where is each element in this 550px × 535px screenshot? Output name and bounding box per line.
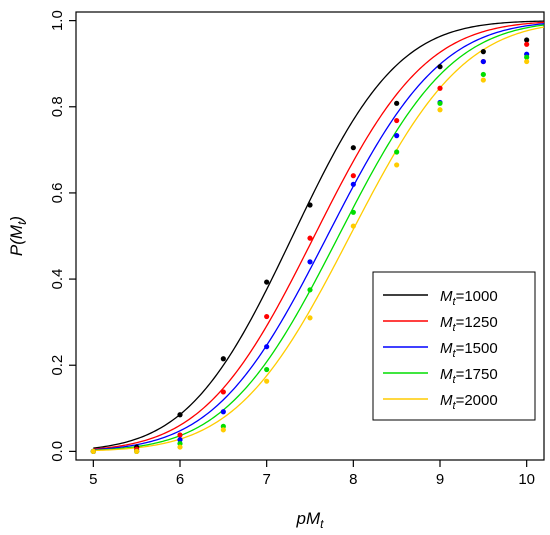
data-point-2000 [90,448,96,454]
data-point-2000 [524,58,530,65]
y-tick-label: 0.4 [49,269,66,290]
data-point-1750 [264,366,270,373]
fit-curve-2000 [93,26,545,452]
y-axis: 0.0 0.2 0.4 0.6 0.8 1.0 [49,10,76,462]
legend-box [372,271,536,421]
svg-text:P(Mt): P(Mt) [7,216,29,256]
data-point-2000 [177,444,183,450]
data-points [90,37,530,454]
data-point-1750 [350,209,356,215]
data-point-1000 [220,356,226,362]
data-point-1250 [350,173,356,179]
data-point-1000 [350,145,356,151]
x-axis: 5 6 7 8 9 10 [89,460,535,488]
data-point-1000 [264,279,270,285]
data-point-2000 [220,427,226,433]
y-tick-label: 0.8 [49,96,66,117]
data-point-1500 [264,344,270,350]
data-point-1250 [220,389,226,395]
data-point-1250 [177,432,183,438]
data-point-2000 [307,315,313,321]
x-tick-label: 5 [89,471,97,488]
legend-label: Mt=1750 [440,366,498,386]
fit-curve-1250 [93,21,545,450]
legend-label: Mt=1000 [440,288,498,308]
fit-curve-1000 [93,20,545,449]
data-point-1500 [220,409,226,415]
fit-curves [93,20,545,452]
x-tick-label: 9 [436,471,444,488]
x-tick-label: 6 [176,471,184,488]
data-point-2000 [264,378,270,384]
data-point-1000 [394,100,400,106]
legend-label: Mt=2000 [440,392,498,412]
data-point-1500 [350,181,356,187]
y-tick-label: 0.2 [49,355,66,376]
data-point-1500 [307,259,313,265]
data-point-1250 [307,235,313,241]
y-tick-label: 1.0 [49,10,66,31]
data-point-2000 [394,162,400,168]
fit-curve-1750 [93,24,545,451]
data-point-1250 [437,85,443,91]
data-point-1000 [524,37,530,43]
data-point-1750 [437,100,443,106]
data-point-2000 [437,107,443,113]
legend-label: Mt=1500 [440,340,498,360]
y-tick-label: 0.0 [49,441,66,462]
data-point-1750 [394,149,400,155]
data-point-1250 [264,313,270,320]
data-point-1250 [394,117,400,124]
data-point-1000 [480,49,486,55]
data-point-1750 [480,71,486,78]
legend-label: Mt=1250 [440,314,498,334]
y-tick-label: 0.6 [49,182,66,203]
data-point-1750 [524,54,530,60]
data-point-1750 [307,287,313,293]
fit-curve-1500 [93,23,545,451]
x-tick-label: 8 [349,471,357,488]
data-point-1250 [524,41,530,47]
data-point-1000 [177,412,183,418]
data-point-2000 [134,448,140,454]
data-point-1500 [394,133,400,139]
legend: Mt=1000 Mt=1250 Mt=1500 Mt=1750 Mt=2000 [372,271,536,421]
x-tick-label: 7 [262,471,270,488]
data-point-1000 [437,64,443,70]
data-point-2000 [480,77,486,83]
data-point-1000 [307,202,313,208]
x-axis-title: pMt [296,509,325,531]
y-axis-title: P(Mt) [7,216,29,256]
plot-frame [75,11,545,461]
data-point-2000 [350,223,356,229]
data-point-1500 [177,437,183,443]
legend-items: Mt=1000 Mt=1250 Mt=1500 Mt=1750 Mt=2000 [383,288,498,412]
data-point-1500 [480,58,486,65]
x-tick-label: 10 [518,471,535,488]
